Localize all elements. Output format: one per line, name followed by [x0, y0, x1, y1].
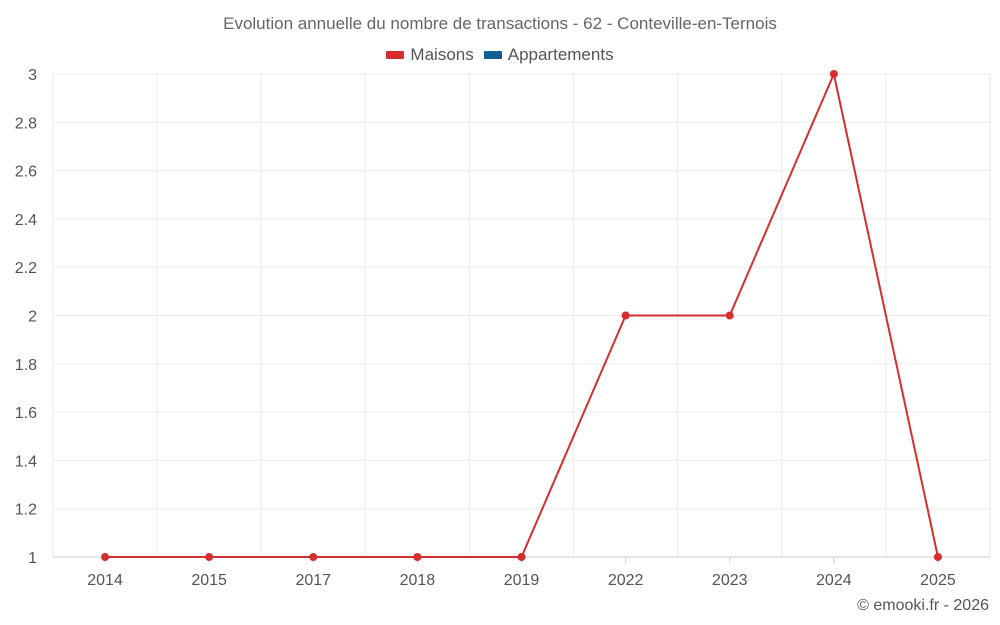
x-tick-label: 2024 [816, 572, 852, 589]
data-point [205, 553, 214, 561]
x-tick-label: 2015 [191, 572, 227, 589]
y-tick-label: 1.6 [15, 405, 37, 422]
y-tick-label: 2.8 [15, 115, 37, 132]
data-point [413, 553, 422, 561]
data-point [621, 311, 630, 320]
x-tick-label: 2022 [608, 572, 644, 589]
data-point [101, 553, 110, 561]
chart-title: Evolution annuelle du nombre de transact… [223, 14, 777, 33]
y-tick-label: 2.4 [15, 212, 37, 229]
credit-text: © emooki.fr - 2026 [857, 597, 989, 614]
x-tick-label: 2018 [400, 572, 436, 589]
legend: Maisons Appartements [0, 45, 1000, 65]
legend-item-appartements[interactable]: Appartements [483, 45, 614, 65]
x-tick-label: 2019 [504, 572, 540, 589]
legend-swatch-maisons [386, 51, 405, 59]
x-tick-label: 2017 [295, 572, 331, 589]
x-tick-label: 2025 [920, 572, 956, 589]
x-tick-label: 2014 [87, 572, 123, 589]
y-tick-label: 3 [28, 67, 37, 84]
y-tick-label: 2 [28, 309, 37, 326]
y-tick-label: 1.2 [15, 502, 37, 519]
data-point [829, 70, 838, 78]
y-tick-label: 1 [28, 550, 37, 567]
data-point [517, 553, 526, 561]
axes: 1 1.2 1.4 1.6 1.8 2 2.2 2.4 2.6 2.8 3 2014 2015 2017 2… [15, 67, 990, 589]
legend-swatch-appartements [483, 51, 502, 59]
grid [52, 73, 991, 557]
legend-item-maisons[interactable]: Maisons [386, 45, 474, 65]
x-tick-label: 2023 [712, 572, 748, 589]
y-tick-label: 2.6 [15, 164, 37, 181]
y-tick-label: 1.8 [15, 357, 37, 374]
y-tick-label: 2.2 [15, 260, 37, 277]
y-tick-label: 1.4 [15, 453, 37, 470]
legend-label-appartements: Appartements [507, 45, 614, 64]
legend-label-maisons: Maisons [410, 45, 474, 64]
series [101, 70, 942, 561]
data-point [725, 311, 734, 320]
data-point [933, 553, 942, 561]
data-point [309, 553, 318, 561]
